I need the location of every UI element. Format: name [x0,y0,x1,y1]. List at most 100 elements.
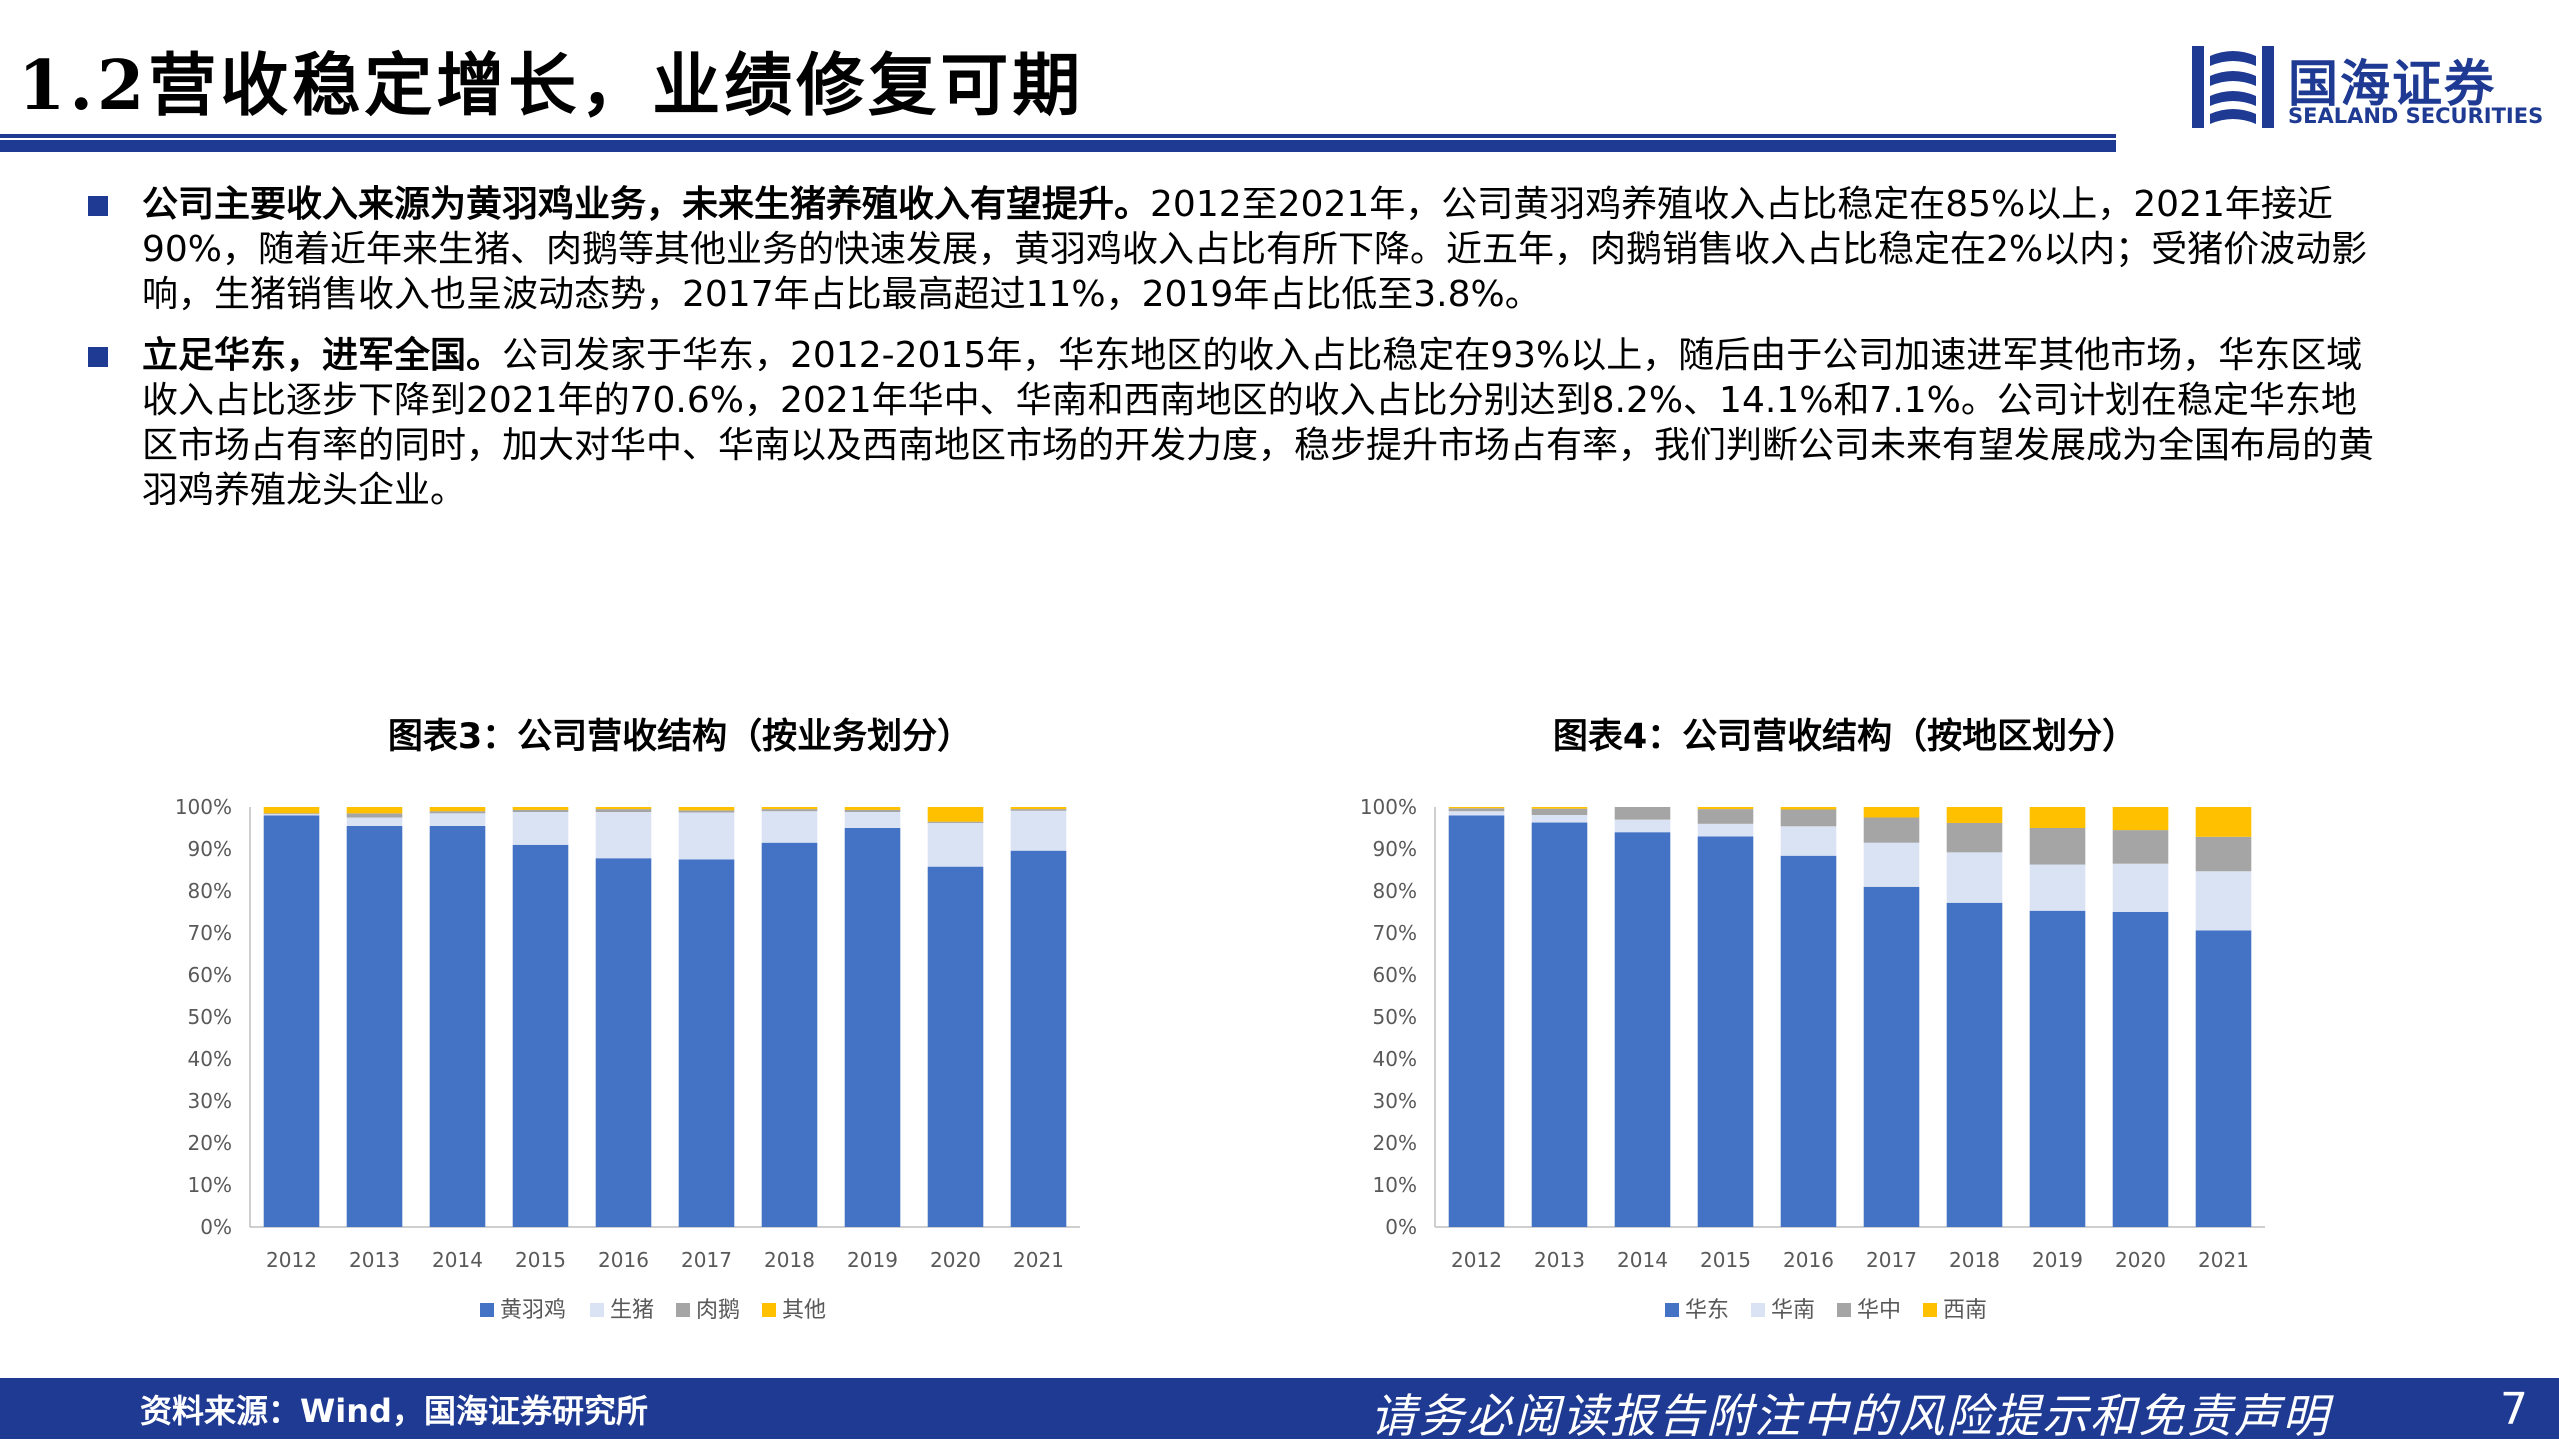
bar-segment [1010,809,1067,811]
y-tick-label: 30% [188,1089,232,1113]
bar-segment [2029,828,2086,865]
bar-segment [2112,830,2169,864]
bar-segment [1697,807,1754,810]
legend-swatch [590,1303,604,1317]
x-tick-label: 2016 [598,1248,649,1272]
bar-segment [678,859,735,1227]
legend-label: 黄羽鸡 [500,1298,566,1323]
x-tick-label: 2015 [1700,1248,1751,1272]
x-tick-label: 2017 [1866,1248,1917,1272]
x-tick-label: 2016 [1783,1248,1834,1272]
footer-disclaimer: 请务必阅读报告附注中的风险提示和免责声明 [1370,1389,2330,1443]
bar-segment [1780,809,1837,827]
bar-segment [761,842,818,1227]
legend-label: 其他 [782,1298,826,1323]
bar-segment [1614,832,1671,1227]
y-tick-label: 10% [1373,1173,1417,1197]
bar-segment [1010,810,1067,851]
bar-segment [512,812,569,845]
bar-segment [1010,807,1067,810]
bar-segment [2195,930,2252,1227]
y-tick-label: 60% [1373,963,1417,987]
x-tick-label: 2012 [266,1248,317,1272]
bar-segment [595,809,652,813]
y-tick-label: 30% [1373,1089,1417,1113]
bar-segment [2195,871,2252,931]
bar-segment [429,807,486,812]
y-tick-label: 40% [1373,1047,1417,1071]
bar-segment [1697,809,1754,824]
footer-source: 资料来源：Wind，国海证券研究所 [140,1392,648,1430]
legend-swatch [1837,1303,1851,1317]
bar-segment [678,812,735,860]
y-tick-label: 100% [175,795,232,819]
bar-segment [263,814,320,816]
legend-label: 华南 [1771,1298,1815,1323]
bar-segment [512,844,569,1227]
y-tick-label: 20% [1373,1131,1417,1155]
chart-business: 0% 10% 20% 30% 40% 50% 60% 70% 80% 90% 100% 2012 201… [175,795,1080,1323]
bullet-heading: 公司主要收入来源为黄羽鸡业务，未来生猪养殖收入有望提升。 [142,184,1151,225]
legend-swatch [1923,1303,1937,1317]
bar-segment [844,807,901,810]
bar-segment [1863,886,1920,1227]
page-title: 1.2营收稳定增长，业绩修复可期 [18,46,1085,126]
y-tick-label: 40% [188,1047,232,1071]
x-tick-label: 2014 [1617,1248,1668,1272]
bar-segment [429,825,486,1227]
company-logo: 国海证券 SEALAND SECURITIES [2188,42,2543,132]
x-tick-label: 2021 [2198,1248,2249,1272]
bar-segment [1863,842,1920,887]
y-tick-label: 0% [1385,1215,1417,1239]
bar-segment [595,858,652,1227]
bar-segment [2112,807,2169,831]
bar-segment [2112,863,2169,912]
chart-title-region: 图表4：公司营收结构（按地区划分） [1552,717,2138,757]
bar-segment [346,813,403,818]
legend-swatch [676,1303,690,1317]
bar-segment [1531,807,1588,809]
x-tick-label: 2017 [681,1248,732,1272]
bar-segment [1697,836,1754,1227]
x-tick-label: 2013 [349,1248,400,1272]
y-tick-label: 50% [1373,1005,1417,1029]
bar-segment [844,812,901,828]
bar-segment [2029,910,2086,1227]
legend-swatch [480,1303,494,1317]
bar-segment [678,810,735,813]
bar-segment [927,821,984,823]
bar-segment [263,807,320,814]
x-tick-label: 2018 [764,1248,815,1272]
bar-segment [2195,807,2252,837]
bullet-item: 立足华东，进军全国。公司发家于华东，2012-2015年，华东地区的收入占比稳定… [80,333,2380,513]
chart-title-business: 图表3：公司营收结构（按业务划分） [387,717,973,757]
bar-segment [1863,807,1920,818]
bar-segment [346,807,403,814]
bar-segment [1697,823,1754,837]
page-number: 7 [2500,1384,2528,1435]
bar-segment [761,809,818,812]
x-tick-label: 2019 [2032,1248,2083,1272]
bar-segment [1448,811,1505,816]
bar-segment [595,812,652,859]
footer-bar [0,1378,2559,1439]
bar-segment [927,822,984,867]
bullet-item: 公司主要收入来源为黄羽鸡业务，未来生猪养殖收入有望提升。2012至2021年，公… [80,182,2380,317]
y-tick-label: 70% [1373,921,1417,945]
bar-segment [1780,855,1837,1227]
bar-segment [1946,822,2003,853]
bar-segment [512,807,569,810]
bar-segment [1946,852,2003,903]
bar-segment [1448,808,1505,812]
y-tick-label: 10% [188,1173,232,1197]
legend-label: 华东 [1685,1298,1729,1323]
bar-segment [512,809,569,813]
y-tick-label: 50% [188,1005,232,1029]
header-rule-thick [0,140,2116,152]
chart-region: 0% 10% 20% 30% 40% 50% 60% 70% 80% 90% 100% 2012 201… [1360,795,2265,1323]
bar-segment [263,815,320,1227]
bar-segment [678,807,735,811]
bar-segment [927,866,984,1227]
bullet-text: 2012至2021年，公司黄羽鸡养殖收入占比稳定在85%以上，2021年接近90… [142,184,2368,315]
bar-segment [761,811,818,843]
